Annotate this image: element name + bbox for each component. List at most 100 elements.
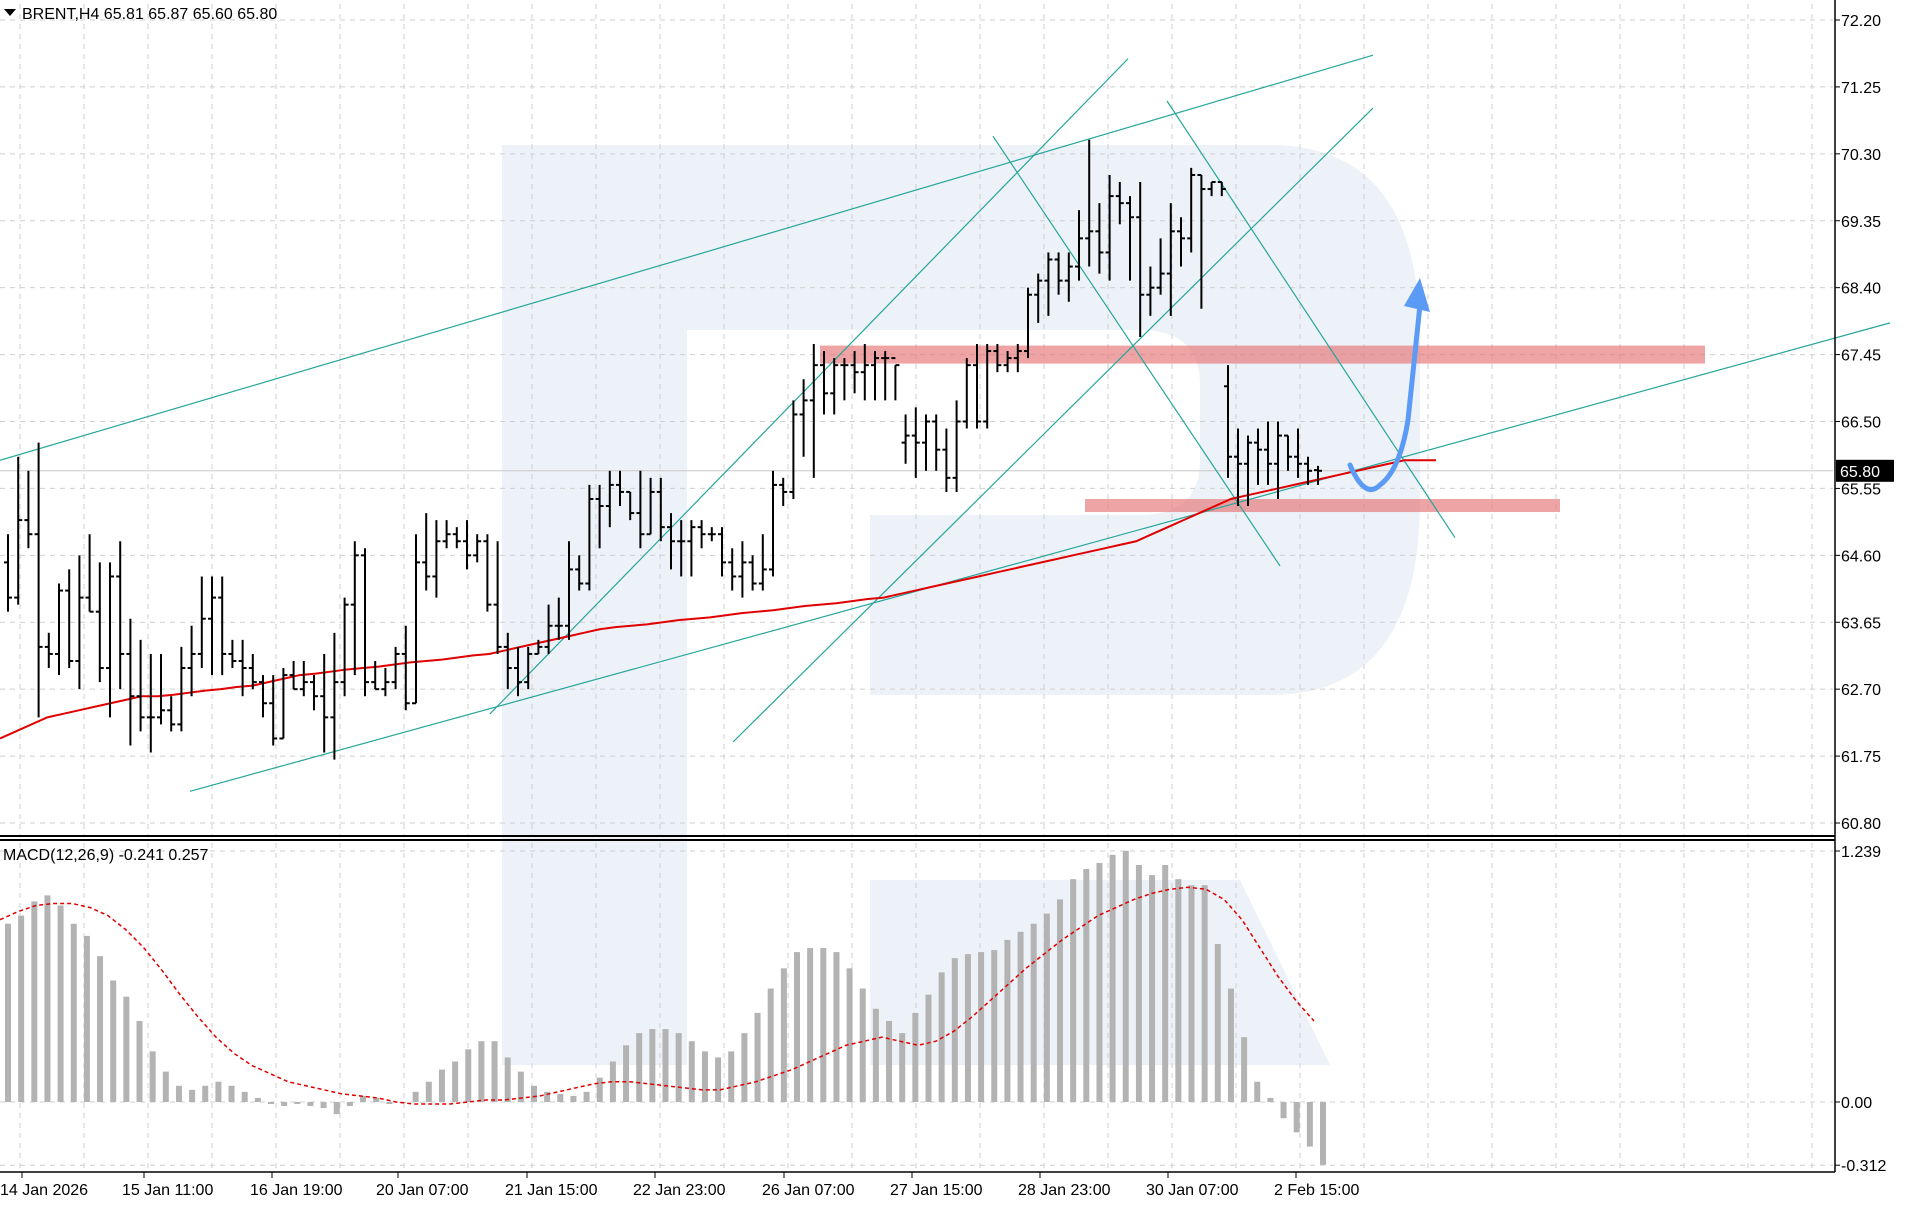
macd-histogram-bar [18, 915, 25, 1102]
ohlc-bar [24, 470, 33, 549]
ohlc-bar [707, 527, 716, 542]
ohlc-bar [1314, 465, 1322, 485]
ohlc-bar [1187, 167, 1196, 253]
time-tick-label: 15 Jan 11:00 [122, 1182, 213, 1199]
ohlc-bar [126, 618, 135, 746]
macd-histogram-bar [360, 1095, 367, 1102]
macd-histogram-bar [1293, 1102, 1300, 1133]
ohlc-bar [95, 562, 104, 683]
ohlc-bar [1013, 344, 1022, 373]
ohlc-bar [157, 653, 165, 725]
macd-histogram-bar [583, 1091, 590, 1102]
macd-histogram-bar [964, 954, 971, 1102]
macd-histogram-bar [294, 1102, 301, 1105]
macd-histogram-bar [31, 901, 38, 1102]
axis-labels: 72.20 71.25 70.30 69.35 68.40 67.45 66.50 65.55… [0, 13, 1894, 1199]
ohlc-bar [646, 477, 655, 536]
time-tick-label: 27 Jan 15:00 [890, 1182, 983, 1199]
trendline [732, 107, 1374, 743]
ohlc-bar [34, 442, 43, 718]
ohlc-bar [1095, 203, 1104, 274]
macd-histogram-bar [899, 1033, 906, 1102]
macd-histogram-bar [478, 1041, 485, 1102]
macd-histogram-bar [44, 895, 51, 1102]
ohlc-bar [748, 555, 757, 591]
macd-histogram-bar [1083, 869, 1090, 1102]
macd-histogram-bar [728, 1051, 735, 1102]
ohlc-bar [738, 541, 747, 598]
ohlc-bar [911, 407, 920, 478]
ohlc-bar [1264, 421, 1272, 485]
support-resistance-zones [820, 345, 1705, 513]
time-tick-label: 30 Jan 07:00 [1146, 1182, 1239, 1199]
macd-histogram-bar [83, 935, 90, 1102]
macd-histogram-bar [1043, 913, 1050, 1102]
price-tick-label: 62.70 [1841, 682, 1881, 699]
ohlc-bar [932, 414, 941, 471]
chart-header: BRENT,H4 65.81 65.87 65.60 65.80 [22, 6, 277, 23]
ohlc-bar [361, 548, 369, 697]
macd-histogram-bar [1030, 923, 1037, 1102]
macd-histogram-bar [688, 1041, 695, 1102]
ohlc-bar [973, 344, 981, 429]
ohlc-bar [248, 653, 257, 690]
macd-histogram-bar [991, 950, 998, 1102]
ohlc-bar [871, 351, 879, 401]
macd-histogram-bar [1175, 879, 1182, 1102]
macd-histogram-bar [412, 1091, 419, 1102]
macd-histogram-bar [1004, 939, 1011, 1102]
time-tick-label: 16 Jan 19:00 [250, 1182, 343, 1199]
ohlc-bar [44, 632, 53, 669]
ohlc-bar [1304, 456, 1312, 485]
ohlc-bar [340, 597, 349, 697]
ohlc-bar [1197, 173, 1206, 309]
ohlc-bar [422, 513, 431, 591]
ohlc-bar [1105, 174, 1114, 281]
ohlc-bar [503, 632, 512, 690]
macd-histogram-bar [1017, 931, 1024, 1102]
ohlc-bar [442, 520, 451, 549]
macd-histogram-bar [557, 1093, 564, 1102]
macd-histogram-bar [241, 1091, 248, 1102]
macd-histogram-bar [780, 968, 787, 1102]
macd-histogram-bar [97, 956, 104, 1102]
ohlc-bar [1284, 434, 1292, 471]
macd-histogram-bar [110, 980, 117, 1102]
macd-histogram-bar [452, 1061, 459, 1102]
ohlc-bar [1003, 351, 1012, 373]
ohlc-bar [605, 470, 614, 528]
macd-histogram-bar [1267, 1097, 1274, 1102]
ohlc-bar [259, 675, 267, 718]
ohlc-bar [881, 351, 890, 401]
trendline [1166, 100, 1456, 539]
ohlc-bar [544, 604, 553, 654]
ohlc-bar [718, 527, 726, 577]
macd-tick-label: 1.239 [1841, 844, 1881, 861]
support-zone [1085, 499, 1560, 513]
ohlc-bar [279, 668, 288, 740]
ohlc-bar [789, 400, 798, 499]
ohlc-bar [106, 562, 114, 718]
price-tick-label: 63.65 [1841, 615, 1881, 632]
macd-histogram [5, 850, 1326, 1165]
macd-histogram-bar [846, 968, 853, 1102]
header-dropdown-icon[interactable] [4, 9, 16, 16]
forecast-arrow-head [1404, 278, 1430, 312]
watermark-p-shape [502, 145, 1420, 1065]
ohlc-bar [330, 632, 339, 760]
macd-histogram-bar [544, 1091, 551, 1102]
ohlc-bar [565, 541, 573, 640]
macd-histogram-bar [1122, 850, 1129, 1102]
ohlc-bar [616, 470, 624, 507]
macd-histogram-bar [912, 1012, 919, 1102]
macd-histogram-bar [794, 952, 800, 1102]
ohlc-bar [697, 520, 706, 549]
ohlc-bar [452, 527, 461, 549]
ohlc-bar [840, 358, 849, 401]
ohlc-bar [534, 639, 543, 655]
ohlc-bar [779, 477, 788, 507]
watermark-logo [502, 145, 1420, 1065]
price-tick-label: 66.50 [1841, 415, 1881, 432]
ohlc-bar [1136, 182, 1145, 337]
macd-histogram-bar [623, 1045, 630, 1102]
